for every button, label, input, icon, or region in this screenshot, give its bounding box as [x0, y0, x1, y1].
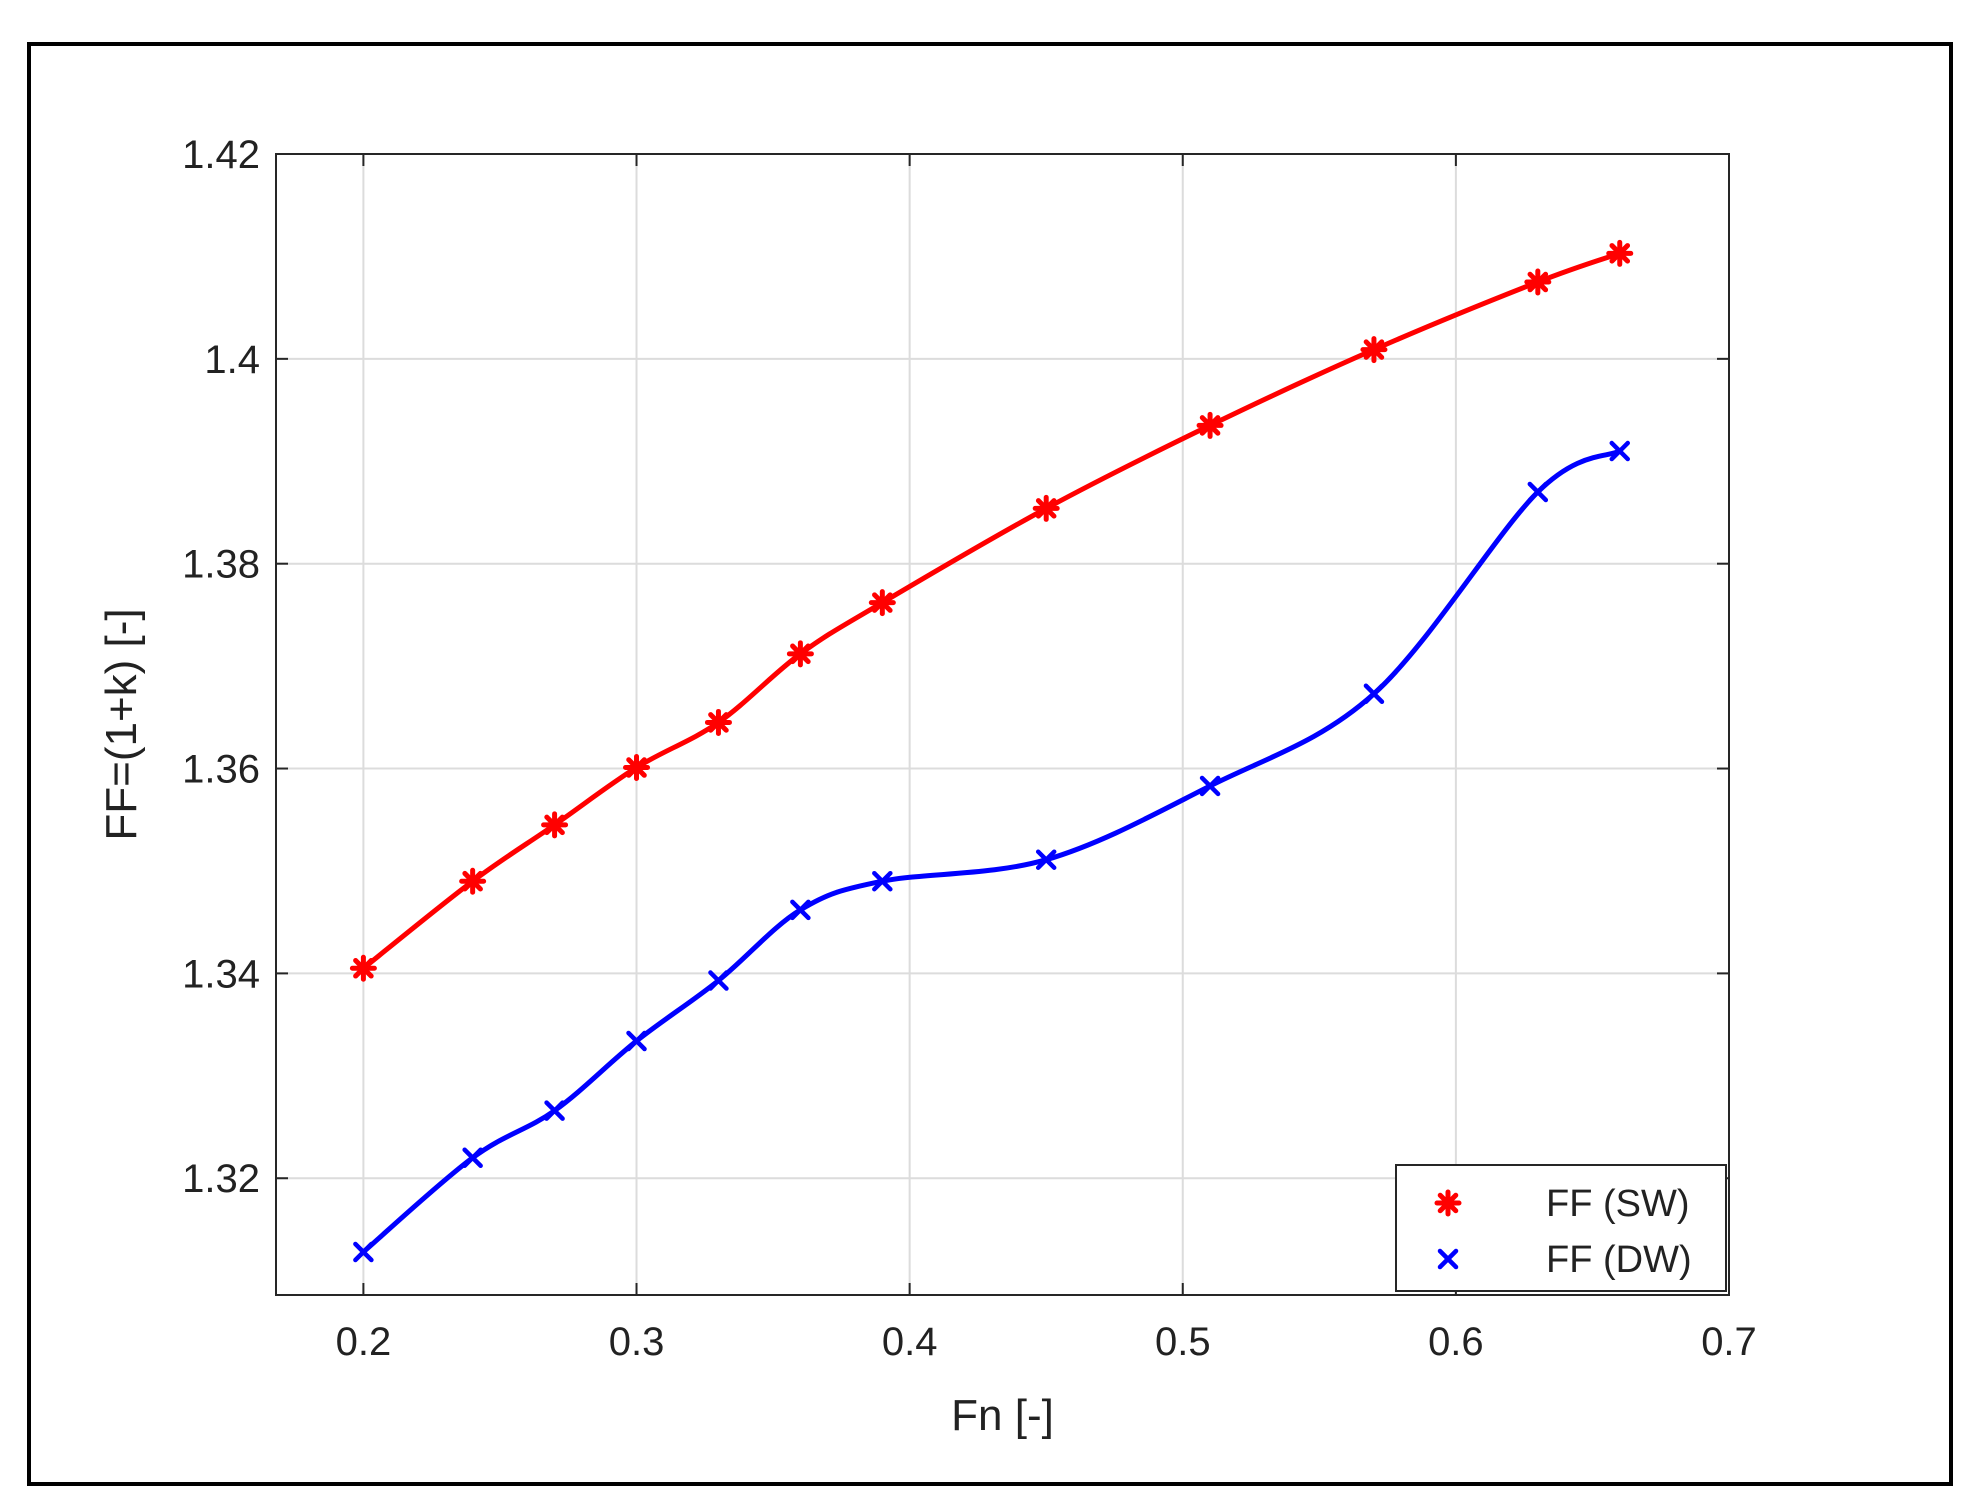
x-stroke: [462, 1147, 483, 1169]
data-point: [786, 640, 814, 668]
axis-ticks: 0.2 0.3 0.4 0.5 0.6 0.7 1.32 1.34 1.36 1.38 1.4 1.4…: [182, 133, 1757, 1364]
asterisk-core: [1368, 344, 1379, 355]
x-stroke: [872, 870, 893, 892]
x-tick-label: 0.2: [336, 1320, 392, 1364]
asterisk-core: [631, 762, 642, 773]
y-tick-label: 1.4: [204, 338, 260, 382]
x-stroke: [544, 1100, 565, 1121]
x-tick-label: 0.4: [882, 1320, 938, 1364]
data-point: [1363, 683, 1385, 705]
data-point: [459, 867, 487, 895]
x-stroke: [1527, 481, 1549, 503]
x-axis-label: Fn [-]: [951, 1391, 1054, 1440]
x-tick-label: 0.7: [1701, 1320, 1757, 1364]
data-point: [1035, 849, 1057, 870]
line-chart: 0.2 0.3 0.4 0.5 0.6 0.7 1.32 1.34 1.36 1.38 1.4 1.4…: [97, 133, 1757, 1440]
data-point: [1524, 268, 1552, 296]
y-tick-label: 1.38: [182, 543, 260, 587]
asterisk-core: [1614, 248, 1625, 259]
x-stroke: [1199, 775, 1221, 797]
data-point: [1606, 239, 1634, 267]
y-axis-label: FF=(1+k) [-]: [97, 608, 146, 840]
series-ff-sw: [349, 239, 1634, 982]
x-stroke: [790, 899, 811, 921]
x-tick-label: 0.6: [1428, 1320, 1484, 1364]
x-stroke: [1035, 849, 1057, 870]
asterisk-core: [1041, 503, 1052, 514]
legend-marker: [1434, 1189, 1462, 1217]
series-group: [349, 239, 1634, 1263]
y-tick-label: 1.42: [182, 133, 260, 177]
asterisk-core: [713, 717, 724, 728]
data-point: [1609, 440, 1631, 462]
series-line: [361, 448, 1621, 1254]
data-point: [353, 1241, 374, 1263]
data-point: [868, 589, 896, 617]
data-point: [708, 970, 729, 991]
legend-label: FF (DW): [1546, 1239, 1692, 1281]
x-tick-label: 0.5: [1155, 1320, 1211, 1364]
data-point: [704, 708, 732, 736]
legend-label: FF (SW): [1546, 1183, 1690, 1225]
legend-box: [1395, 1164, 1727, 1292]
x-stroke: [353, 1241, 374, 1263]
x-tick-label: 0.3: [609, 1320, 665, 1364]
legend: FF (SW) FF (DW): [1395, 1164, 1727, 1292]
data-point: [349, 954, 377, 982]
data-point: [1360, 336, 1388, 364]
asterisk-core: [877, 597, 888, 608]
asterisk-core: [549, 819, 560, 830]
asterisk-core: [467, 876, 478, 887]
x-stroke: [1363, 683, 1385, 705]
asterisk-core: [1443, 1198, 1453, 1208]
asterisk-core: [358, 963, 369, 974]
data-point: [623, 754, 651, 782]
data-point: [1199, 775, 1221, 797]
x-stroke: [708, 970, 729, 991]
data-point: [626, 1030, 647, 1052]
y-tick-label: 1.34: [182, 952, 260, 996]
series-ff-dw: [353, 440, 1631, 1263]
x-stroke: [626, 1030, 647, 1052]
series-line: [361, 250, 1621, 971]
data-point: [790, 899, 811, 921]
asterisk-core: [1532, 277, 1543, 288]
grid: [276, 153, 1730, 1295]
legend-marker: [1437, 1248, 1459, 1270]
asterisk-core: [1205, 420, 1216, 431]
x-stroke: [1609, 440, 1631, 462]
figure-frame: 0.2 0.3 0.4 0.5 0.6 0.7 1.32 1.34 1.36 1.38 1.4 1.4…: [27, 42, 1953, 1486]
data-point: [544, 1100, 565, 1121]
data-point: [462, 1147, 483, 1169]
y-tick-label: 1.36: [182, 748, 260, 792]
y-tick-label: 1.32: [182, 1157, 260, 1201]
data-point: [1032, 494, 1060, 522]
asterisk-core: [795, 648, 806, 659]
data-point: [872, 870, 893, 892]
x-stroke: [1437, 1248, 1459, 1270]
data-point: [1527, 481, 1549, 503]
axes-box: [275, 153, 1730, 1296]
data-point: [1196, 411, 1224, 439]
data-point: [541, 811, 569, 839]
